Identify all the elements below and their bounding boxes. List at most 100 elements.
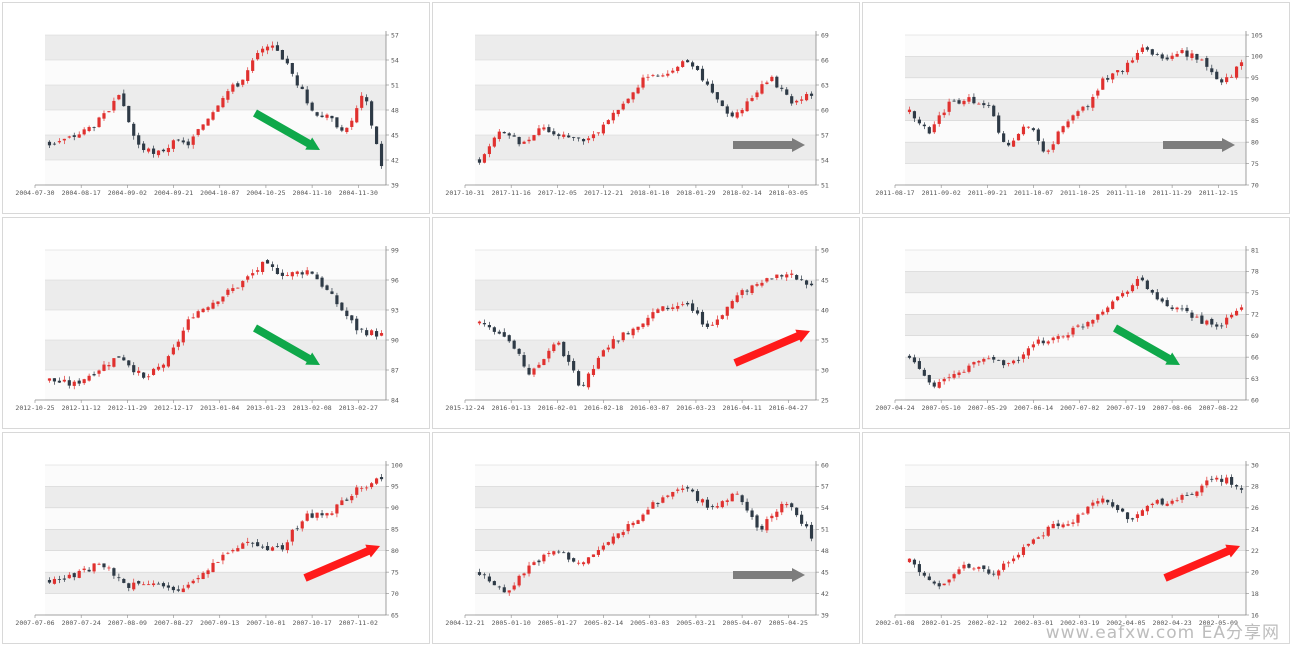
candle-body [246, 276, 250, 280]
candle-body [345, 127, 349, 133]
candle-body [1155, 500, 1159, 504]
candle-body [102, 563, 106, 568]
candle [977, 359, 981, 366]
candle-body [730, 112, 734, 117]
candle [942, 583, 946, 586]
candle-body [552, 344, 556, 352]
candle [626, 331, 630, 335]
candle [1011, 359, 1016, 365]
candle [557, 549, 561, 554]
candle-body [216, 105, 220, 112]
candle-body [596, 132, 601, 134]
candle-body [750, 285, 754, 294]
grid-band [475, 310, 816, 340]
candle-body [285, 58, 289, 64]
candle [325, 284, 329, 291]
candle-body [350, 315, 354, 321]
candle-body [982, 358, 986, 362]
candle [1180, 304, 1184, 312]
candlestick-chart-2: 51 54 57 60 63 66 69 2017-10-31 2017-11-16 2017-1… [445, 31, 829, 197]
candle-body [1130, 518, 1135, 520]
candle [102, 110, 106, 121]
candle-body [932, 382, 936, 387]
candle-body [1016, 133, 1021, 141]
candle [1051, 336, 1055, 344]
candle [572, 136, 576, 141]
candle-body [275, 268, 280, 275]
candle-body [765, 519, 769, 531]
candle [562, 131, 566, 139]
candle-body [335, 295, 339, 305]
candle-body [236, 287, 240, 289]
candle [502, 584, 506, 593]
candle [1101, 495, 1105, 505]
candle [256, 50, 260, 61]
candle [1041, 138, 1045, 153]
grid-band [905, 507, 1246, 530]
candle [735, 109, 739, 120]
y-tick-label: 28 [1251, 483, 1259, 491]
candle [355, 105, 359, 124]
candle [927, 374, 931, 385]
candle [142, 371, 146, 380]
trend-arrow-sideways [1163, 138, 1235, 152]
candle [1180, 47, 1184, 55]
candle [681, 301, 685, 307]
candle-body [557, 342, 561, 345]
y-tick-label: 78 [1251, 268, 1259, 276]
y-tick-label: 45 [391, 131, 399, 139]
candle [780, 501, 784, 516]
candle [651, 500, 655, 509]
x-tick-label: 2018-03-05 [769, 189, 808, 197]
candle [147, 147, 151, 154]
grid-band [905, 378, 1246, 400]
candle-body [497, 586, 501, 588]
candle-body [1195, 491, 1199, 496]
x-tick-label: 2017-10-31 [445, 189, 484, 197]
candle [1190, 310, 1194, 321]
candlestick-chart-9: 16 18 20 22 24 26 28 30 2002-01-08 2002-01-25 2002… [875, 461, 1259, 627]
candle [952, 370, 956, 380]
candle [577, 369, 581, 387]
x-tick-label: 2005-04-07 [723, 619, 762, 627]
candle-body [112, 568, 116, 576]
candle-body [552, 551, 556, 555]
candle [171, 139, 175, 152]
candle [231, 284, 235, 294]
candle-body [577, 137, 581, 139]
candle-body [305, 513, 309, 521]
candle [661, 73, 665, 78]
candle [765, 516, 769, 533]
candle-body [710, 324, 714, 326]
candle-body [775, 76, 779, 88]
candle-body [651, 75, 655, 76]
candle [690, 299, 695, 314]
candle-body [700, 499, 705, 503]
candle-body [760, 525, 764, 530]
grid-band [905, 250, 1246, 272]
candle [502, 328, 506, 338]
candle-body [355, 108, 359, 123]
candle [206, 118, 210, 126]
candle-body [1086, 322, 1090, 327]
candle-body [507, 133, 511, 136]
candle-body [601, 124, 605, 134]
candle-body [937, 583, 941, 587]
y-tick-label: 80 [1251, 138, 1259, 146]
candle-body [156, 150, 161, 156]
candle-body [631, 92, 635, 100]
candle-body [770, 76, 774, 82]
candle [260, 46, 265, 57]
y-tick-label: 40 [821, 306, 829, 314]
y-tick-label: 25 [821, 396, 829, 404]
candle-body [92, 563, 96, 572]
candle [156, 363, 161, 372]
candle [1155, 498, 1159, 505]
trend-arrow-sideways [733, 138, 805, 152]
candle [661, 495, 665, 504]
candle-body [606, 542, 610, 545]
candle [315, 272, 319, 280]
candle-body [972, 362, 976, 365]
chart-panel-6: 60 63 66 69 72 75 78 81 2007-04-24 2007-05-10 2007… [862, 217, 1290, 429]
candle-body [992, 105, 996, 117]
